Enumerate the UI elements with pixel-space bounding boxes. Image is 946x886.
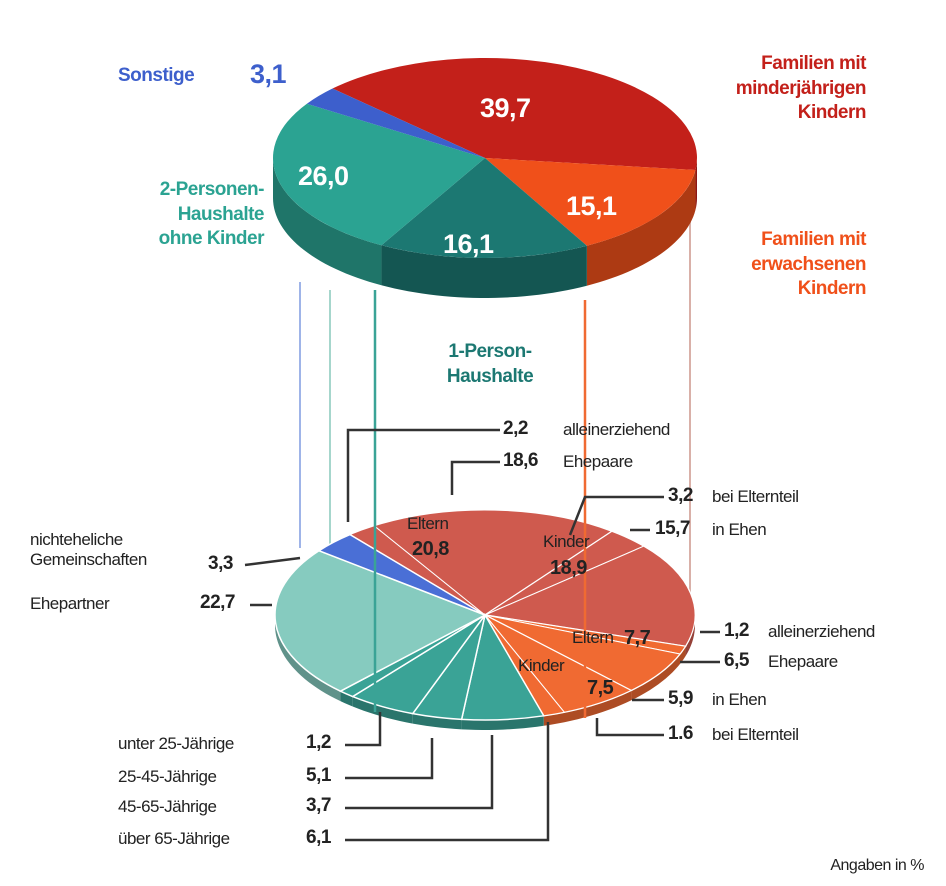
slice-label: Kinder xyxy=(543,532,590,551)
category-label: nichteheliche Gemeinschaften xyxy=(30,530,147,570)
breakdown-value: 2,2 xyxy=(503,418,528,439)
sub-slice xyxy=(483,545,696,647)
breakdown-value: 1,2 xyxy=(724,620,749,641)
slice-label: Eltern xyxy=(572,628,614,647)
slice xyxy=(381,158,587,258)
slice xyxy=(306,88,485,158)
category-label: 1-Person- Haushalte xyxy=(446,341,534,387)
breakdown-label: bei Elternteil xyxy=(712,725,799,744)
value-label: 20,8 xyxy=(412,538,449,560)
value-label: 18,9 xyxy=(550,557,587,579)
value-label: 7,5 xyxy=(587,677,614,699)
value-label: 5,1 xyxy=(306,765,331,786)
value-label: 16,1 xyxy=(443,229,494,259)
slice-side xyxy=(461,715,544,730)
breakdown-label: in Ehen xyxy=(712,520,767,539)
breakdown-label: in Ehen xyxy=(712,690,767,709)
category-label: Ehepartner xyxy=(30,594,110,613)
connector xyxy=(345,722,550,842)
category-label: unter 25-Jährige xyxy=(118,734,234,753)
slice xyxy=(273,103,485,246)
breakdown-label: bei Elternteil xyxy=(712,487,799,506)
value-label: 1,2 xyxy=(306,732,331,753)
category-label: Sonstige xyxy=(118,65,195,86)
slice-side xyxy=(273,158,382,286)
slice-side xyxy=(586,170,696,286)
leader-lines xyxy=(299,220,691,600)
breakdown-value: 15,7 xyxy=(655,518,690,539)
category-label: 2-Personen- Haushalte ohne Kinder xyxy=(158,179,265,250)
connector xyxy=(595,718,664,737)
connector xyxy=(450,460,500,495)
slice xyxy=(274,549,487,692)
value-label: 15,1 xyxy=(566,191,617,221)
connector xyxy=(244,556,301,567)
value-label: 6,1 xyxy=(306,827,331,848)
breakdown-value: 1.6 xyxy=(668,723,693,744)
connector xyxy=(345,712,382,747)
value-label: 3,3 xyxy=(208,553,233,574)
sub-slice xyxy=(373,509,614,616)
slice-label: Eltern xyxy=(407,514,449,533)
breakdown-label: Ehepaare xyxy=(768,652,838,671)
slice xyxy=(317,533,486,616)
value-label: 3,1 xyxy=(250,59,287,89)
connector xyxy=(346,428,500,522)
slice-side xyxy=(352,696,413,724)
slice-side xyxy=(381,245,587,298)
slice-label: Kinder xyxy=(518,656,565,675)
slice-side xyxy=(340,691,353,707)
category-label: über 65-Jährige xyxy=(118,829,230,848)
breakdown-label: alleinerziehend xyxy=(563,420,670,439)
category-label: Familien mit minderjährigen Kindern xyxy=(735,53,867,124)
category-label: 45-65-Jährige xyxy=(118,797,217,816)
category-label: Familien mit erwachsenen Kindern xyxy=(751,229,866,300)
top-pie xyxy=(273,58,697,298)
breakdown-label: Ehepaare xyxy=(563,452,633,471)
slice-side xyxy=(685,615,695,657)
slice-side xyxy=(275,615,341,702)
slice-side xyxy=(695,158,697,211)
connector xyxy=(345,738,434,780)
breakdown-value: 5,9 xyxy=(668,688,693,709)
breakdown-value: 3,2 xyxy=(668,485,693,506)
value-label: 22,7 xyxy=(200,592,235,613)
category-label: 25-45-Jährige xyxy=(118,767,217,786)
connector xyxy=(568,495,664,536)
breakdown-label: alleinerziehend xyxy=(768,622,875,641)
value-label: 7,7 xyxy=(624,627,651,649)
slice xyxy=(485,158,696,246)
value-label: 39,7 xyxy=(480,93,531,123)
slice-side xyxy=(543,690,632,726)
breakdown-value: 18,6 xyxy=(503,450,538,471)
slice-side xyxy=(631,646,686,701)
bottom-pie xyxy=(274,509,696,730)
value-label: 3,7 xyxy=(306,795,331,816)
footnote: Angaben in % xyxy=(830,857,924,874)
value-label: 26,0 xyxy=(298,161,349,191)
connectors xyxy=(244,290,720,842)
slice-side xyxy=(412,713,462,730)
connector xyxy=(345,735,494,810)
breakdown-value: 6,5 xyxy=(724,650,749,671)
slice xyxy=(332,58,697,171)
